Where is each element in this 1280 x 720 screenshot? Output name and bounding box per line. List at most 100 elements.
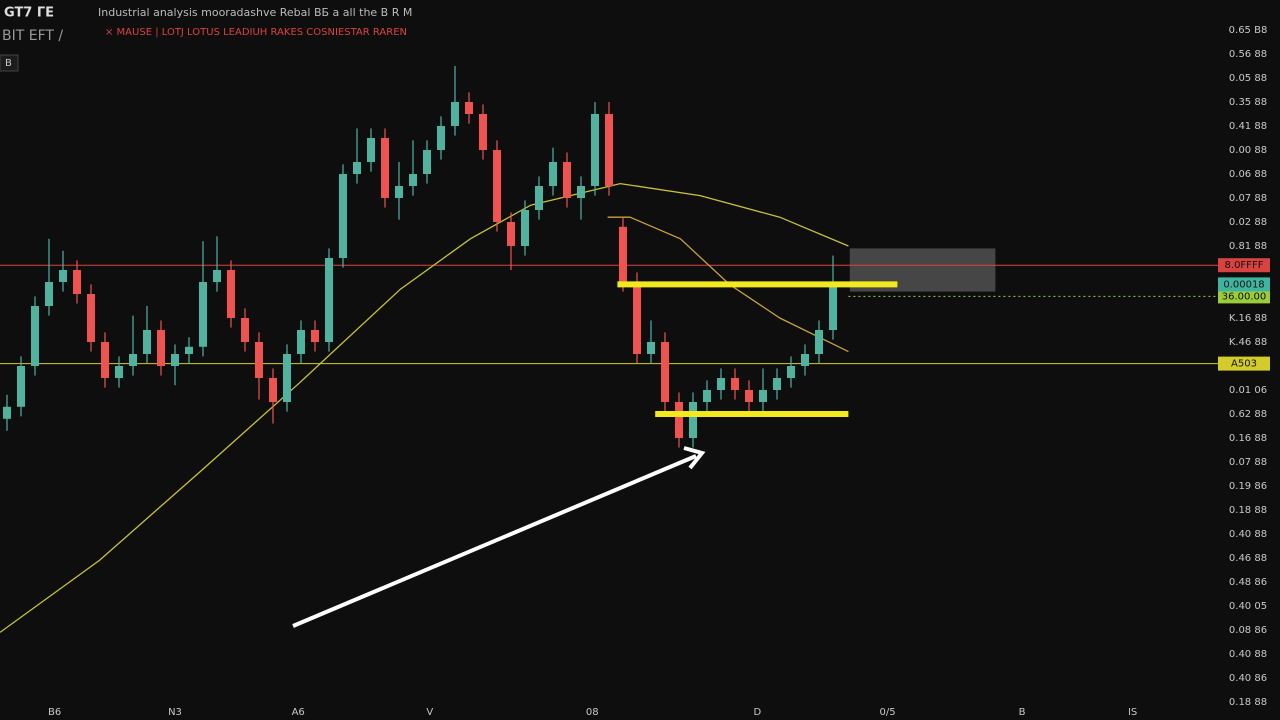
- candle-body: [661, 342, 669, 402]
- y-tick-label: 0.08 86: [1229, 625, 1267, 636]
- candle-body: [381, 138, 389, 198]
- y-tick-label: 0.06 88: [1229, 169, 1267, 180]
- candle-body: [129, 354, 137, 366]
- x-tick-label: N3: [168, 707, 182, 718]
- y-tick-label: 0.41 88: [1229, 121, 1267, 132]
- candle-body: [647, 342, 655, 354]
- candle-body: [563, 162, 571, 198]
- candle-body: [339, 174, 347, 258]
- ticker: BIT EFT /: [2, 28, 63, 44]
- candle-body: [367, 138, 375, 162]
- candle-body: [535, 186, 543, 210]
- y-tick-label: 0.18 88: [1229, 505, 1267, 516]
- moving-average: [0, 182, 849, 633]
- x-tick-label: V: [426, 707, 433, 718]
- candle-body: [591, 114, 599, 186]
- y-tick-label: 0.81 88: [1229, 241, 1267, 252]
- candle-body: [199, 282, 207, 347]
- y-tick-label: 0.05 88: [1229, 73, 1267, 84]
- candle-body: [703, 390, 711, 402]
- candle-body: [59, 270, 67, 282]
- badge[interactable]: B: [5, 58, 12, 69]
- y-tick-label: 0.18 88: [1229, 697, 1267, 708]
- symbol: GT7 ГЕ: [4, 6, 54, 21]
- y-tick-label: 0.48 86: [1229, 577, 1267, 588]
- x-tick-label: A6: [292, 707, 305, 718]
- candle-body: [353, 162, 361, 174]
- badge-box[interactable]: [0, 54, 19, 72]
- y-tick-label: K.46 88: [1229, 337, 1267, 348]
- price-label: A503: [1231, 359, 1257, 370]
- candle-body: [395, 186, 403, 198]
- candle-body: [283, 354, 291, 402]
- x-tick-label: 08: [586, 707, 599, 718]
- candle-body: [815, 330, 823, 354]
- candle-body: [619, 226, 627, 282]
- candle-body: [577, 186, 585, 198]
- y-tick-label: 0.65 B8: [1229, 25, 1268, 36]
- candle-body: [451, 102, 459, 126]
- candle-body: [465, 102, 473, 114]
- candle-body: [311, 330, 319, 342]
- candle-body: [409, 174, 417, 186]
- price-box: [1218, 289, 1270, 304]
- x-tick-label: B6: [48, 707, 61, 718]
- candle-body: [31, 306, 39, 366]
- candle-body: [773, 378, 781, 390]
- candle-body: [255, 342, 263, 378]
- price-box: [1218, 277, 1270, 292]
- price-box: [1218, 356, 1270, 371]
- candle-body: [801, 354, 809, 366]
- candle-body: [87, 294, 95, 342]
- y-tick-label: 0.00 88: [1229, 145, 1267, 156]
- legend: × MAUSE | LOTJ LOTUS LEADIUH RAKES COSNI…: [105, 27, 407, 38]
- price-box: [1218, 258, 1270, 273]
- candle-body: [297, 330, 305, 354]
- candle-body: [521, 210, 529, 246]
- candle-body: [423, 150, 431, 174]
- price-label: 36.00.00: [1222, 291, 1267, 302]
- y-tick-label: 0.62 88: [1229, 409, 1267, 420]
- candle-body: [717, 378, 725, 390]
- candle-body: [45, 282, 53, 306]
- candle-body: [731, 378, 739, 390]
- y-tick-label: 0.56 88: [1229, 49, 1267, 60]
- candle-body: [241, 318, 249, 342]
- candle-body: [689, 402, 697, 438]
- candle-body: [633, 282, 641, 354]
- y-tick-label: 0.01 06: [1229, 385, 1267, 396]
- candle-body: [185, 346, 193, 354]
- candle-body: [171, 354, 179, 366]
- candle-body: [605, 114, 613, 186]
- candle-body: [745, 390, 753, 402]
- candle-body: [493, 150, 501, 222]
- annotation-arrow: [292, 454, 697, 628]
- y-tick-label: 0.07 88: [1229, 457, 1267, 468]
- candle-body: [115, 366, 123, 378]
- candle-body: [157, 330, 165, 366]
- candle-body: [549, 162, 557, 186]
- x-tick-label: D: [754, 707, 762, 718]
- candle-body: [227, 270, 235, 318]
- y-tick-label: 0.07 88: [1229, 193, 1267, 204]
- candle-body: [73, 270, 81, 294]
- candle-body: [269, 378, 277, 402]
- y-tick-label: 0.35 88: [1229, 97, 1267, 108]
- y-tick-label: K.16 88: [1229, 313, 1267, 324]
- y-tick-label: 0.16 88: [1229, 433, 1267, 444]
- candle-body: [479, 114, 487, 150]
- y-tick-label: 0.19 86: [1229, 481, 1267, 492]
- x-tick-label: IS: [1128, 707, 1137, 718]
- plot-area: 0.65 B8 0.56 88 0.05 88 0.35 88 0.41 88 0.00 …: [0, 25, 1270, 718]
- y-tick-label: 0.40 86: [1229, 673, 1267, 684]
- price-label: 8.0FFFF: [1225, 260, 1264, 271]
- candle-body: [787, 366, 795, 378]
- candle-body: [759, 390, 767, 402]
- y-tick-label: 0.46 88: [1229, 553, 1267, 564]
- candle-body: [325, 258, 333, 342]
- x-tick-label: B: [1019, 707, 1026, 718]
- candle-body: [143, 330, 151, 354]
- y-tick-label: 0.40 88: [1229, 649, 1267, 660]
- candle-body: [3, 406, 11, 419]
